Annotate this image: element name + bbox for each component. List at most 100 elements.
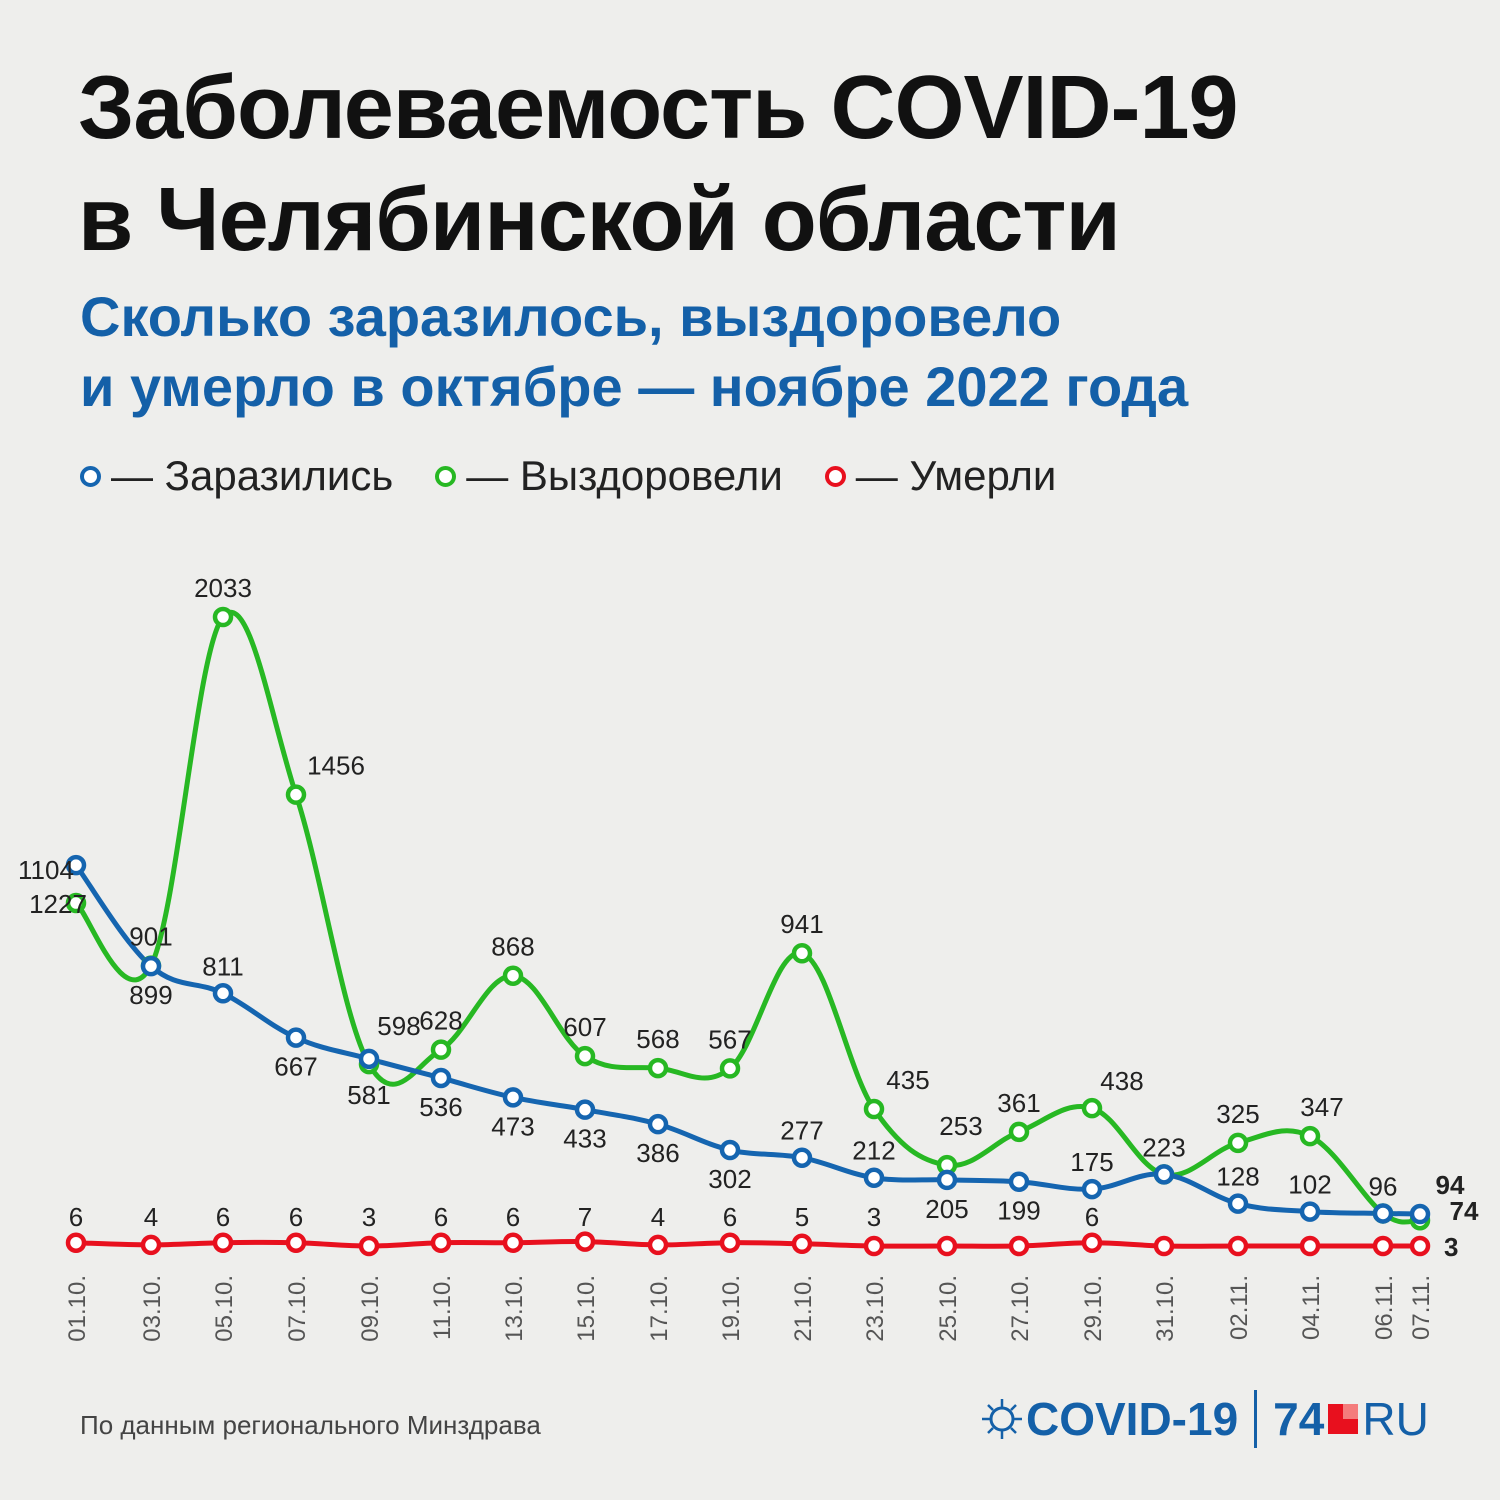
infected-data-label-12: 205 — [925, 1194, 968, 1224]
infected-point-13 — [1008, 1171, 1030, 1192]
deaths-data-label-4: 3 — [362, 1202, 376, 1232]
chart-title: Заболеваемость COVID-19 в Челябинской об… — [78, 52, 1478, 276]
recovered-data-label-3: 1456 — [307, 751, 365, 781]
recovered-data-label-10: 941 — [780, 909, 823, 939]
deaths-point-10 — [791, 1233, 813, 1255]
infected-point-2 — [212, 983, 234, 1004]
deaths-point-6 — [502, 1232, 524, 1253]
infected-point-3 — [285, 1027, 307, 1048]
legend-marker-recovered — [435, 465, 457, 487]
deaths-point-2 — [212, 1232, 234, 1253]
infected-data-label-2: 811 — [202, 951, 243, 981]
infected-point-10 — [791, 1147, 813, 1168]
deaths-point-3 — [285, 1232, 307, 1253]
deaths-point-18 — [1372, 1235, 1394, 1257]
legend-item-infected: — Заразились — [80, 452, 393, 500]
x-tick-label-16: 02.11. — [1226, 1275, 1253, 1340]
infected-data-label-1: 899 — [129, 980, 172, 1010]
recovered-data-label-8: 568 — [636, 1024, 679, 1054]
brand-logo: COVID-19 74 RU — [980, 1388, 1429, 1450]
legend-label-deaths: — Умерли — [855, 452, 1057, 499]
deaths-point-8 — [647, 1234, 669, 1256]
deaths-point-11 — [863, 1235, 885, 1257]
logo-divider — [1254, 1390, 1258, 1448]
series-line-infected — [73, 862, 1423, 1217]
infected-point-1 — [140, 955, 162, 977]
infected-point-15 — [1153, 1164, 1175, 1185]
infected-point-4 — [358, 1048, 380, 1070]
recovered-data-label-7: 607 — [563, 1012, 606, 1042]
deaths-data-label-2: 6 — [216, 1202, 230, 1232]
legend-label-recovered: — Выздоровели — [466, 452, 783, 499]
recovered-point-17 — [1299, 1125, 1321, 1147]
infected-point-8 — [647, 1113, 669, 1135]
infected-point-9 — [719, 1139, 741, 1161]
infected-data-label-3: 667 — [274, 1052, 317, 1082]
deaths-point-19 — [1409, 1235, 1431, 1257]
recovered-data-label-12: 253 — [939, 1111, 982, 1141]
deaths-data-label-1: 4 — [144, 1202, 158, 1232]
x-tick-label-14: 29.10. — [1080, 1275, 1107, 1342]
x-tick-label-10: 21.10. — [790, 1275, 817, 1342]
x-tick-label-19: 07.11. — [1408, 1275, 1435, 1340]
infected-data-label-8: 386 — [636, 1138, 679, 1168]
title-line-1: Заболеваемость COVID-19 — [78, 58, 1239, 158]
recovered-point-14 — [1081, 1097, 1103, 1119]
infected-point-7 — [574, 1099, 596, 1120]
legend: — Заразились — Выздоровели — Умерли — [80, 448, 1098, 504]
infected-data-label-18: 96 — [1369, 1171, 1398, 1201]
infected-data-label-17: 102 — [1288, 1170, 1331, 1200]
x-tick-label-15: 31.10. — [1152, 1275, 1179, 1342]
infected-point-12 — [936, 1169, 958, 1191]
legend-marker-infected — [80, 465, 101, 487]
x-tick-label-9: 19.10. — [718, 1275, 745, 1342]
deaths-point-5 — [430, 1232, 452, 1253]
x-tick-label-1: 03.10. — [139, 1275, 166, 1342]
recovered-data-label-16: 325 — [1216, 1099, 1259, 1129]
recovered-point-16 — [1227, 1132, 1249, 1154]
logo-ru-text: RU — [1362, 1393, 1429, 1445]
recovered-data-label-4: 581 — [347, 1080, 390, 1110]
infected-point-5 — [430, 1067, 452, 1089]
deaths-data-label-3: 6 — [289, 1202, 303, 1232]
deaths-data-label-0: 6 — [69, 1202, 83, 1232]
infected-data-label-15: 223 — [1142, 1132, 1185, 1162]
infected-data-label-7: 433 — [563, 1124, 606, 1154]
deaths-data-label-7: 7 — [578, 1202, 592, 1232]
infected-data-label-0: 1227 — [29, 889, 87, 919]
infected-point-0 — [65, 854, 87, 876]
deaths-point-9 — [719, 1232, 741, 1253]
infected-point-17 — [1299, 1201, 1321, 1222]
deaths-data-label-19: 3 — [1444, 1232, 1458, 1262]
deaths-point-7 — [574, 1231, 596, 1252]
x-tick-label-0: 01.10. — [64, 1275, 91, 1342]
x-tick-label-7: 15.10. — [573, 1275, 600, 1342]
recovered-point-10 — [791, 942, 813, 964]
deaths-data-label-8: 4 — [651, 1202, 665, 1232]
deaths-data-label-10: 5 — [795, 1202, 809, 1232]
infected-data-label-9: 302 — [708, 1164, 751, 1194]
series-line-deaths — [73, 1239, 1423, 1249]
recovered-data-label-14: 438 — [1100, 1066, 1143, 1096]
deaths-data-label-14: 6 — [1085, 1202, 1099, 1232]
deaths-point-13 — [1008, 1235, 1030, 1257]
recovered-data-label-1: 901 — [129, 922, 172, 952]
infected-point-19 — [1409, 1203, 1431, 1225]
recovered-data-label-13: 361 — [997, 1088, 1040, 1118]
infected-point-6 — [502, 1087, 524, 1108]
recovered-point-13 — [1008, 1121, 1030, 1143]
legend-item-deaths: — Умерли — [824, 452, 1057, 500]
x-tick-label-17: 04.11. — [1298, 1275, 1325, 1340]
deaths-data-label-9: 6 — [723, 1202, 737, 1232]
title-line-2: в Челябинской области — [78, 170, 1121, 270]
x-tick-label-3: 07.10. — [284, 1275, 311, 1342]
infected-data-label-14: 175 — [1070, 1147, 1113, 1177]
deaths-point-14 — [1081, 1232, 1103, 1253]
recovered-data-label-5: 628 — [419, 1006, 462, 1036]
infected-data-label-10: 277 — [780, 1116, 823, 1146]
recovered-point-5 — [430, 1039, 452, 1060]
recovered-point-0 — [65, 892, 87, 914]
legend-label-infected: — Заразились — [111, 452, 394, 499]
recovered-data-label-19: 74 — [1450, 1196, 1479, 1226]
deaths-data-label-11: 3 — [867, 1202, 881, 1232]
